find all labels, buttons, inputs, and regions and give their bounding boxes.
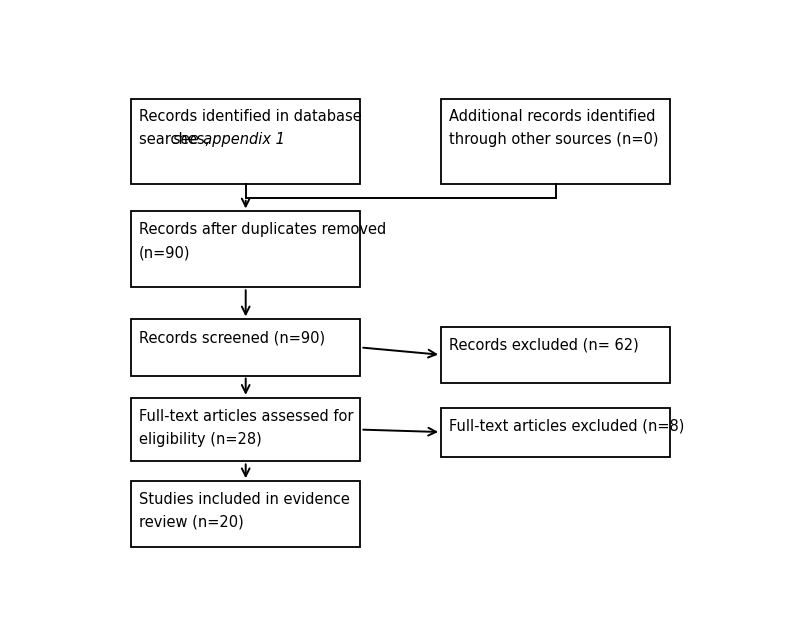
Text: Studies included in evidence: Studies included in evidence (139, 492, 350, 507)
Text: Full-text articles excluded (n=8): Full-text articles excluded (n=8) (449, 419, 685, 433)
Bar (131, 397, 360, 461)
Text: (n=90): (n=90) (139, 245, 190, 260)
Bar (441, 327, 670, 383)
Bar (131, 99, 360, 184)
Text: Records identified in database: Records identified in database (139, 110, 362, 124)
Bar (441, 408, 670, 457)
Bar (131, 481, 360, 547)
Bar (441, 99, 670, 184)
Text: Additional records identified: Additional records identified (449, 110, 655, 124)
Text: searches,: searches, (139, 132, 214, 147)
Text: Records after duplicates removed: Records after duplicates removed (139, 222, 386, 237)
Text: eligibility (n=28): eligibility (n=28) (139, 431, 262, 447)
Text: Full-text articles assessed for: Full-text articles assessed for (139, 408, 354, 424)
Text: through other sources (n=0): through other sources (n=0) (449, 132, 658, 147)
Text: see appendix 1: see appendix 1 (173, 132, 285, 147)
Bar (131, 211, 360, 287)
Bar (131, 319, 360, 376)
Text: review (n=20): review (n=20) (139, 515, 244, 530)
Text: Records excluded (n= 62): Records excluded (n= 62) (449, 338, 639, 352)
Text: Records screened (n=90): Records screened (n=90) (139, 330, 325, 345)
